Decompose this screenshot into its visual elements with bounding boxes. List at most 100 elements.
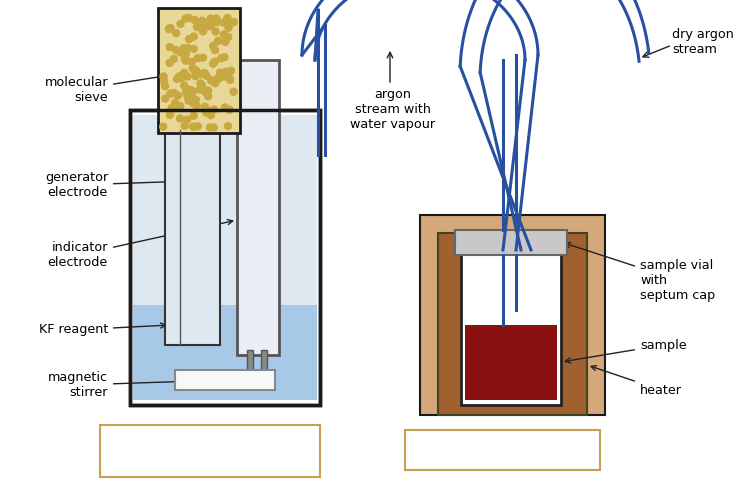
Circle shape xyxy=(193,67,200,74)
Text: KF reagent: KF reagent xyxy=(38,323,166,337)
Circle shape xyxy=(222,38,229,45)
Circle shape xyxy=(200,19,208,26)
Circle shape xyxy=(226,20,233,27)
Circle shape xyxy=(210,60,216,67)
Circle shape xyxy=(182,15,189,22)
Circle shape xyxy=(166,59,173,66)
Circle shape xyxy=(170,56,177,62)
Circle shape xyxy=(162,95,169,102)
Circle shape xyxy=(180,45,187,52)
Circle shape xyxy=(213,15,220,22)
Circle shape xyxy=(180,69,188,76)
Bar xyxy=(100,425,320,477)
Circle shape xyxy=(188,58,195,65)
Circle shape xyxy=(222,68,230,75)
Circle shape xyxy=(221,54,228,61)
Circle shape xyxy=(221,73,227,80)
Circle shape xyxy=(200,24,207,30)
Text: generator
electrode: generator electrode xyxy=(45,171,216,199)
Circle shape xyxy=(202,103,208,110)
Circle shape xyxy=(191,98,198,104)
Circle shape xyxy=(220,31,227,38)
Text: heater: heater xyxy=(591,366,682,397)
Circle shape xyxy=(227,76,233,84)
Circle shape xyxy=(171,105,179,112)
Circle shape xyxy=(207,124,213,131)
Circle shape xyxy=(220,19,227,26)
Circle shape xyxy=(226,75,233,82)
Circle shape xyxy=(225,24,232,31)
Circle shape xyxy=(177,102,184,109)
Circle shape xyxy=(181,122,188,129)
Text: evaporation unit: evaporation unit xyxy=(439,442,565,457)
Circle shape xyxy=(211,58,219,65)
Text: coulometric
Karl Fischer titrator: coulometric Karl Fischer titrator xyxy=(136,435,283,467)
Circle shape xyxy=(160,123,166,130)
Circle shape xyxy=(177,20,184,28)
Bar xyxy=(158,8,240,133)
Circle shape xyxy=(177,49,184,56)
Circle shape xyxy=(190,88,197,95)
Circle shape xyxy=(182,55,188,62)
Circle shape xyxy=(198,82,205,88)
Circle shape xyxy=(210,106,218,113)
Circle shape xyxy=(218,55,224,62)
Circle shape xyxy=(183,50,189,57)
Circle shape xyxy=(162,83,169,90)
Circle shape xyxy=(183,89,189,96)
Circle shape xyxy=(174,92,181,99)
Circle shape xyxy=(208,22,214,29)
Circle shape xyxy=(197,80,204,87)
Circle shape xyxy=(222,104,228,111)
Circle shape xyxy=(230,88,237,95)
Circle shape xyxy=(194,24,200,30)
Circle shape xyxy=(205,23,211,30)
Circle shape xyxy=(183,85,190,93)
Circle shape xyxy=(224,14,231,21)
Bar xyxy=(130,110,320,405)
Bar xyxy=(461,250,561,405)
Text: argon
stream with
water vapour: argon stream with water vapour xyxy=(350,88,436,131)
Bar xyxy=(420,215,605,415)
Circle shape xyxy=(203,72,210,79)
Circle shape xyxy=(208,77,215,84)
Circle shape xyxy=(172,46,180,54)
Circle shape xyxy=(187,86,194,93)
Circle shape xyxy=(166,26,172,32)
Circle shape xyxy=(185,14,192,22)
Circle shape xyxy=(160,73,167,80)
Circle shape xyxy=(207,15,214,22)
Circle shape xyxy=(215,75,222,83)
Circle shape xyxy=(169,104,175,112)
Circle shape xyxy=(185,97,192,104)
Circle shape xyxy=(224,33,232,41)
Circle shape xyxy=(167,90,174,97)
Circle shape xyxy=(190,123,197,130)
Bar xyxy=(165,130,220,345)
Bar xyxy=(455,230,567,255)
Circle shape xyxy=(226,106,233,114)
Circle shape xyxy=(199,28,207,35)
Circle shape xyxy=(180,82,188,89)
Circle shape xyxy=(205,107,212,114)
Circle shape xyxy=(160,78,168,85)
Circle shape xyxy=(191,16,198,23)
Circle shape xyxy=(183,57,189,64)
Circle shape xyxy=(177,115,183,122)
Circle shape xyxy=(230,19,237,26)
Circle shape xyxy=(213,75,221,83)
Bar xyxy=(133,305,317,400)
Circle shape xyxy=(224,123,231,129)
Circle shape xyxy=(185,36,193,43)
Circle shape xyxy=(171,89,177,97)
Text: dry argon
stream: dry argon stream xyxy=(672,28,734,56)
Circle shape xyxy=(214,38,222,44)
Circle shape xyxy=(192,72,199,80)
Circle shape xyxy=(208,112,214,119)
Bar xyxy=(247,350,253,380)
Bar xyxy=(237,60,279,355)
Bar xyxy=(175,370,275,390)
Circle shape xyxy=(184,73,191,80)
Circle shape xyxy=(210,43,216,49)
Circle shape xyxy=(213,19,221,26)
